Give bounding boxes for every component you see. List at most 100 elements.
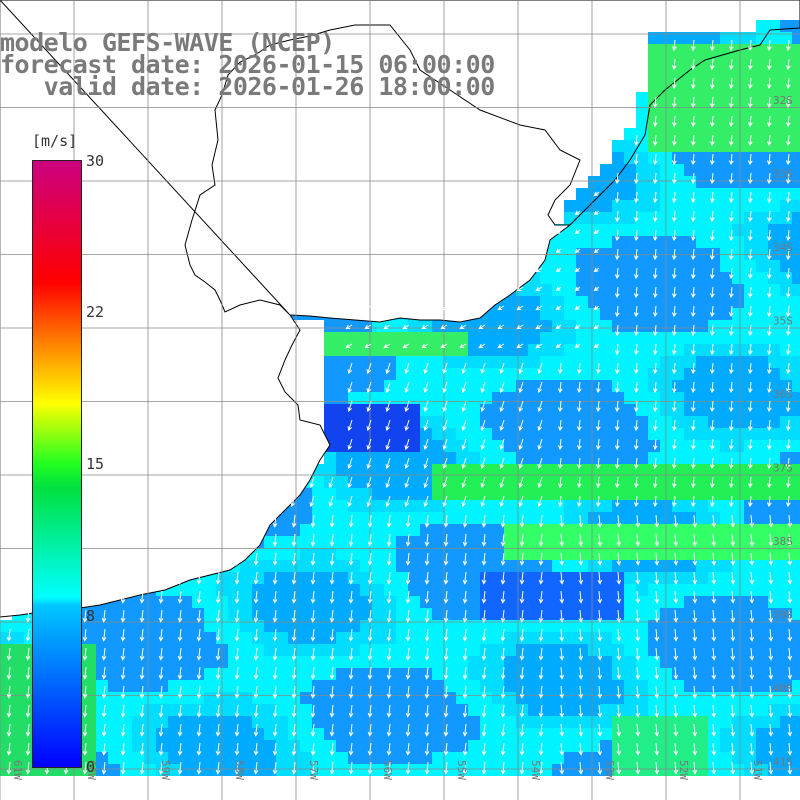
wind-cell <box>564 308 576 320</box>
wind-cell <box>144 596 156 608</box>
wind-cell <box>672 392 684 404</box>
wind-cell <box>792 320 800 332</box>
wind-arrow <box>597 533 603 547</box>
wind-cell <box>708 344 720 356</box>
wind-cell <box>84 680 96 692</box>
wind-cell <box>792 476 800 488</box>
wind-arrow <box>635 571 641 585</box>
wind-arrow <box>537 362 543 375</box>
wind-arrow <box>652 324 658 337</box>
wind-cell <box>372 512 384 524</box>
wind-cell <box>480 440 492 452</box>
wind-cell <box>372 416 384 428</box>
wind-cell <box>588 740 600 752</box>
wind-cell <box>528 716 540 728</box>
wind-arrow <box>654 666 660 680</box>
wind-cell <box>252 548 264 560</box>
wind-cell <box>648 464 660 476</box>
wind-cell <box>252 608 264 620</box>
wind-cell <box>564 716 576 728</box>
wind-arrow <box>593 229 600 235</box>
wind-cell <box>396 560 408 572</box>
wind-cell <box>156 764 168 776</box>
wind-arrow <box>158 590 164 604</box>
wind-cell <box>684 260 696 272</box>
wind-cell <box>492 320 504 332</box>
wind-cell <box>360 740 372 752</box>
wind-cell <box>324 728 336 740</box>
wind-cell <box>744 584 756 596</box>
wind-cell <box>408 536 420 548</box>
wind-cell <box>468 632 480 644</box>
wind-cell <box>348 692 360 704</box>
wind-cell <box>624 404 636 416</box>
wind-cell <box>792 284 800 296</box>
wind-cell <box>84 752 96 764</box>
wind-arrow <box>329 571 335 585</box>
wind-cell <box>756 644 768 656</box>
wind-cell <box>492 608 504 620</box>
wind-cell <box>780 224 792 236</box>
wind-arrow <box>559 533 565 547</box>
wind-arrow <box>633 210 639 223</box>
wind-cell <box>576 284 588 296</box>
wind-cell <box>600 692 612 704</box>
wind-cell <box>468 368 480 380</box>
wind-arrow <box>424 704 430 718</box>
wind-cell <box>444 536 456 548</box>
wind-arrow <box>347 419 353 432</box>
wind-cell <box>648 428 660 440</box>
wind-cell <box>624 212 636 224</box>
wind-arrow <box>139 609 145 623</box>
wind-cell <box>636 320 648 332</box>
wind-cell <box>252 572 264 584</box>
wind-cell <box>84 644 96 656</box>
wind-arrow <box>614 362 620 375</box>
wind-cell <box>636 452 648 464</box>
wind-cell <box>684 68 696 80</box>
wind-arrow <box>766 77 772 90</box>
wind-cell <box>504 524 516 536</box>
wind-cell <box>108 608 120 620</box>
wind-arrow <box>635 609 641 623</box>
wind-cell <box>468 704 480 716</box>
wind-cell <box>348 488 360 500</box>
wind-cell <box>96 632 108 644</box>
wind-cell <box>600 548 612 560</box>
wind-cell <box>612 260 624 272</box>
wind-cell <box>480 704 492 716</box>
wind-cell <box>132 608 144 620</box>
wind-cell <box>96 728 108 740</box>
wind-arrow <box>424 609 430 623</box>
wind-cell <box>384 572 396 584</box>
wind-cell <box>780 644 792 656</box>
wind-cell <box>408 452 420 464</box>
wind-cell <box>588 296 600 308</box>
wind-cell <box>672 296 684 308</box>
wind-cell <box>720 320 732 332</box>
wind-cell <box>504 752 516 764</box>
wind-cell <box>336 452 348 464</box>
wind-cell <box>624 464 636 476</box>
wind-cell <box>636 464 648 476</box>
wind-cell <box>468 512 480 524</box>
wind-cell <box>348 620 360 632</box>
wind-arrow <box>120 609 126 623</box>
wind-cell <box>672 404 684 416</box>
wind-cell <box>708 152 720 164</box>
wind-cell <box>720 440 732 452</box>
wind-cell <box>732 488 744 500</box>
wind-cell <box>444 644 456 656</box>
wind-cell <box>324 452 336 464</box>
wind-cell <box>708 272 720 284</box>
wind-cell <box>456 500 468 512</box>
wind-cell <box>696 320 708 332</box>
wind-cell <box>636 728 648 740</box>
wind-arrow <box>709 400 715 413</box>
wind-cell <box>288 548 300 560</box>
wind-cell <box>708 452 720 464</box>
wind-cell <box>624 680 636 692</box>
wind-cell <box>108 716 120 728</box>
wind-cell <box>624 536 636 548</box>
wind-cell <box>288 524 300 536</box>
